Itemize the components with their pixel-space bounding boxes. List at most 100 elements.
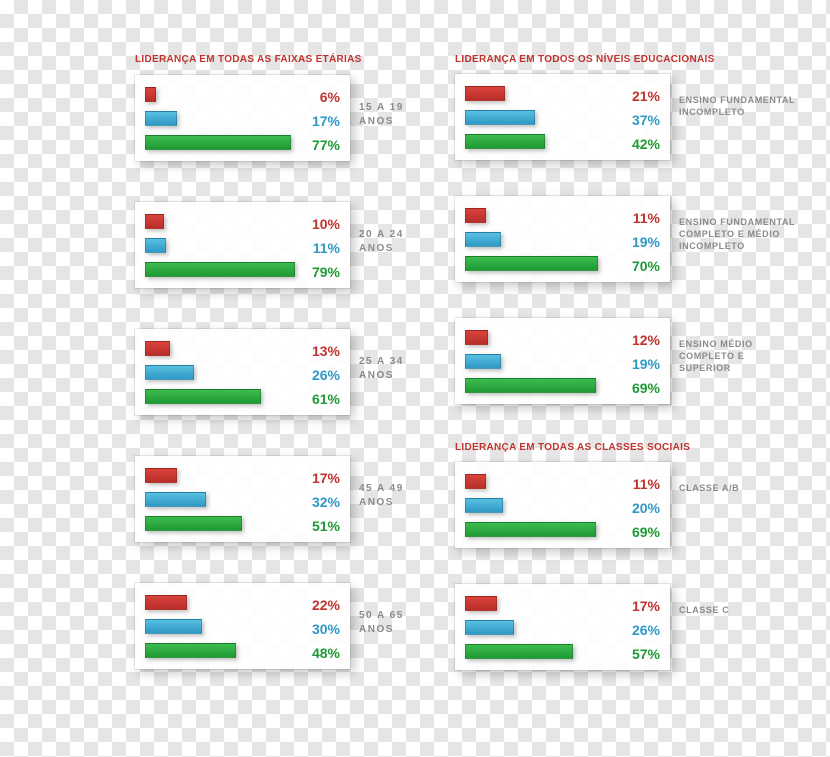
panel-side-label: CLASSE A/B	[679, 482, 799, 494]
value-label: 77%	[312, 133, 340, 157]
bar	[145, 595, 187, 610]
chart-panel: 12%19%69%ENSINO MÉDIO COMPLETO E SUPERIO…	[455, 318, 670, 404]
chart-panel: 17%32%51%45 A 49ANOS	[135, 456, 350, 542]
value-label: 26%	[312, 363, 340, 387]
value-group: 12%19%69%	[632, 328, 660, 400]
chart-panel: 13%26%61%25 A 34ANOS	[135, 329, 350, 415]
value-group: 17%32%51%	[312, 466, 340, 538]
bar	[465, 498, 503, 513]
bar	[145, 214, 164, 229]
bar-group	[145, 214, 285, 286]
bar	[145, 643, 236, 658]
value-group: 13%26%61%	[312, 339, 340, 411]
bar	[465, 208, 486, 223]
chart-panel: 6%17%77%15 A 19ANOS	[135, 75, 350, 161]
right-section2-title: LIDERANÇA EM TODAS AS CLASSES SOCIAIS	[455, 442, 690, 453]
bar-group	[465, 474, 605, 546]
bar	[465, 86, 505, 101]
chart-panel: 11%20%69%CLASSE A/B	[455, 462, 670, 548]
bar	[145, 516, 242, 531]
bar	[465, 378, 596, 393]
right-section1-title: LIDERANÇA EM TODOS OS NÍVEIS EDUCACIONAI…	[455, 54, 715, 65]
chart-panel: 22%30%48%50 A 65ANOS	[135, 583, 350, 669]
value-group: 10%11%79%	[312, 212, 340, 284]
value-group: 21%37%42%	[632, 84, 660, 156]
bar	[465, 256, 598, 271]
value-group: 11%20%69%	[632, 472, 660, 544]
chart-panel: 17%26%57%CLASSE C	[455, 584, 670, 670]
bar-group	[145, 595, 285, 667]
panel-side-label: ENSINO FUNDAMENTAL COMPLETO E MÉDIO INCO…	[679, 216, 799, 252]
value-label: 12%	[632, 328, 660, 352]
value-label: 17%	[312, 466, 340, 490]
bar	[465, 522, 596, 537]
value-label: 19%	[632, 352, 660, 376]
bar	[145, 111, 177, 126]
bar	[145, 468, 177, 483]
panel-side-label: CLASSE C	[679, 604, 799, 616]
bar	[145, 238, 166, 253]
bar-group	[465, 86, 605, 158]
left-column: LIDERANÇA EM TODAS AS FAIXAS ETÁRIAS 6%1…	[135, 54, 435, 710]
bar	[145, 365, 194, 380]
value-label: 17%	[632, 594, 660, 618]
value-label: 17%	[312, 109, 340, 133]
value-label: 70%	[632, 254, 660, 278]
bar	[465, 110, 535, 125]
value-label: 37%	[632, 108, 660, 132]
value-label: 57%	[632, 642, 660, 666]
value-group: 17%26%57%	[632, 594, 660, 666]
value-label: 21%	[632, 84, 660, 108]
left-section-title: LIDERANÇA EM TODAS AS FAIXAS ETÁRIAS	[135, 54, 435, 65]
value-label: 22%	[312, 593, 340, 617]
value-label: 26%	[632, 618, 660, 642]
value-label: 13%	[312, 339, 340, 363]
value-label: 6%	[312, 85, 340, 109]
bar	[145, 492, 206, 507]
bar	[145, 262, 295, 277]
bar	[465, 620, 514, 635]
bar	[145, 389, 261, 404]
bar-group	[465, 330, 605, 402]
value-label: 11%	[312, 236, 340, 260]
bar	[465, 474, 486, 489]
value-label: 30%	[312, 617, 340, 641]
value-group: 6%17%77%	[312, 85, 340, 157]
bar	[465, 354, 501, 369]
panel-side-label: ENSINO FUNDAMENTAL INCOMPLETO	[679, 94, 799, 118]
bar	[145, 341, 170, 356]
value-label: 48%	[312, 641, 340, 665]
bar	[145, 619, 202, 634]
bar	[465, 596, 497, 611]
chart-panel: 11%19%70%ENSINO FUNDAMENTAL COMPLETO E M…	[455, 196, 670, 282]
bar-group	[145, 468, 285, 540]
value-label: 11%	[632, 206, 660, 230]
chart-panel: 10%11%79%20 A 24ANOS	[135, 202, 350, 288]
value-label: 19%	[632, 230, 660, 254]
value-label: 20%	[632, 496, 660, 520]
value-group: 11%19%70%	[632, 206, 660, 278]
bar	[465, 232, 501, 247]
bar	[145, 87, 156, 102]
panel-side-label: ENSINO MÉDIO COMPLETO E SUPERIOR	[679, 338, 799, 374]
value-label: 32%	[312, 490, 340, 514]
value-label: 11%	[632, 472, 660, 496]
value-label: 10%	[312, 212, 340, 236]
value-label: 79%	[312, 260, 340, 284]
bar-group	[465, 208, 605, 280]
value-label: 69%	[632, 376, 660, 400]
bar	[465, 134, 545, 149]
bar	[465, 330, 488, 345]
value-label: 51%	[312, 514, 340, 538]
value-group: 22%30%48%	[312, 593, 340, 665]
bar-group	[465, 596, 605, 668]
bar	[465, 644, 573, 659]
chart-panel: 21%37%42%ENSINO FUNDAMENTAL INCOMPLETO	[455, 74, 670, 160]
bar	[145, 135, 291, 150]
value-label: 69%	[632, 520, 660, 544]
bar-group	[145, 87, 285, 159]
value-label: 61%	[312, 387, 340, 411]
bar-group	[145, 341, 285, 413]
right-column: LIDERANÇA EM TODOS OS NÍVEIS EDUCACIONAI…	[455, 54, 765, 706]
value-label: 42%	[632, 132, 660, 156]
